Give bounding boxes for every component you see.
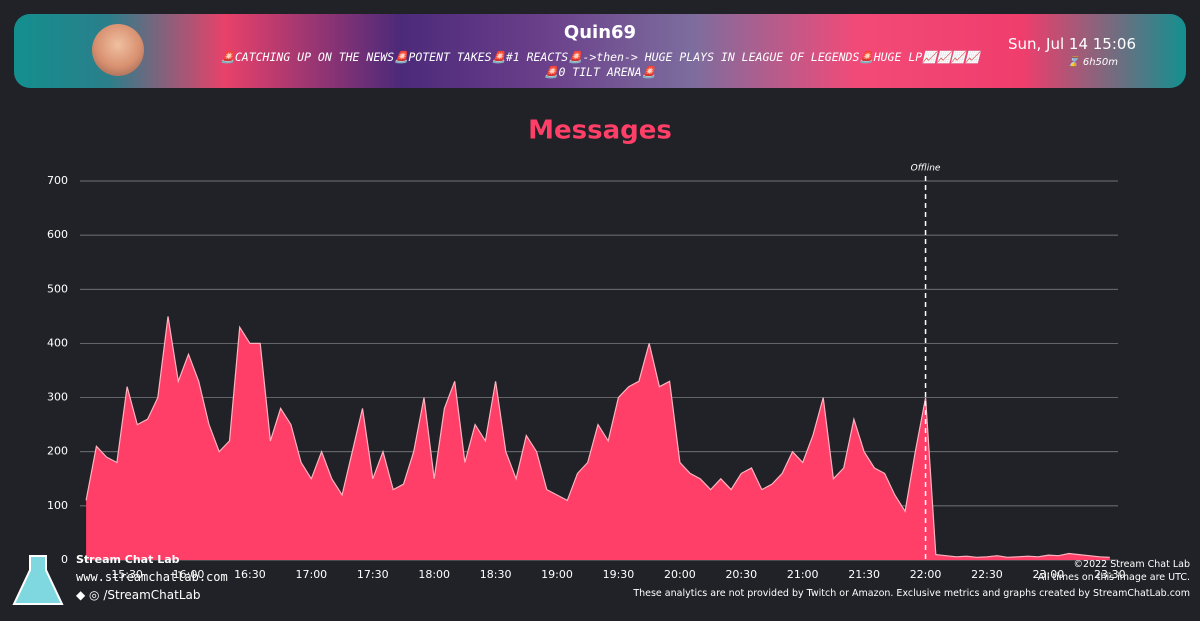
- x-tick-label: 16:00: [173, 568, 205, 581]
- x-tick-label: 21:30: [848, 568, 880, 581]
- x-tick-label: 17:30: [357, 568, 389, 581]
- brand: Stream Chat Lab: [76, 553, 180, 566]
- line: [85, 316, 1110, 558]
- site: www.streamchatlab.com: [76, 570, 228, 584]
- copyright: ©2022 Stream Chat Lab: [1073, 559, 1190, 570]
- disclaimer: These analytics are not provided by Twit…: [633, 588, 1190, 599]
- x-tick-label: 16:30: [234, 568, 266, 581]
- x-tick-label: 15:30: [111, 568, 143, 581]
- area: [86, 316, 1110, 560]
- stream-title: 🚨CATCHING UP ON THE NEWS🚨POTENT TAKES🚨#1…: [220, 50, 980, 79]
- logo-flask: [12, 555, 64, 605]
- stream-duration: ⌛ 6h50m: [1067, 57, 1118, 68]
- x-tick-label: 20:00: [664, 568, 696, 581]
- x-tick-label: 23:00: [1033, 568, 1065, 581]
- y-tick-label: 700: [47, 174, 68, 187]
- x-tick-label: 19:30: [603, 568, 635, 581]
- y-tick-label: 100: [47, 499, 68, 512]
- x-tick-label: 20:30: [725, 568, 757, 581]
- y-tick-label: 500: [47, 282, 68, 295]
- x-tick-label: 17:00: [295, 568, 327, 581]
- stream-header: Quin69 🚨CATCHING UP ON THE NEWS🚨POTENT T…: [14, 14, 1186, 88]
- offline-label: Offline: [911, 164, 941, 174]
- y-tick-label: 400: [47, 336, 68, 349]
- social-handle: /StreamChatLab: [103, 588, 201, 602]
- avatar: [92, 24, 144, 76]
- y-tick-label: 600: [47, 228, 68, 241]
- x-tick-label: 21:00: [787, 568, 819, 581]
- x-tick-label: 18:00: [418, 568, 450, 581]
- utc-note: All times on this image are UTC.: [1037, 572, 1190, 583]
- x-tick-label: 23:30: [1094, 568, 1126, 581]
- y-tick-label: 200: [47, 445, 68, 458]
- y-tick-label: 0: [61, 553, 68, 566]
- duration-text: 6h50m: [1082, 57, 1118, 68]
- stream-date: Sun, Jul 14 15:06: [1007, 35, 1136, 53]
- x-tick-label: 22:30: [971, 568, 1003, 581]
- logo: [12, 555, 64, 605]
- streamer-name: Quin69: [563, 22, 637, 43]
- x-tick-label: 22:00: [910, 568, 942, 581]
- y-tick-label: 300: [47, 391, 68, 404]
- social: ◆ ◎ /StreamChatLab: [76, 588, 201, 602]
- chart-title: Messages: [528, 116, 672, 146]
- x-tick-label: 19:00: [541, 568, 573, 581]
- x-tick-label: 18:30: [480, 568, 512, 581]
